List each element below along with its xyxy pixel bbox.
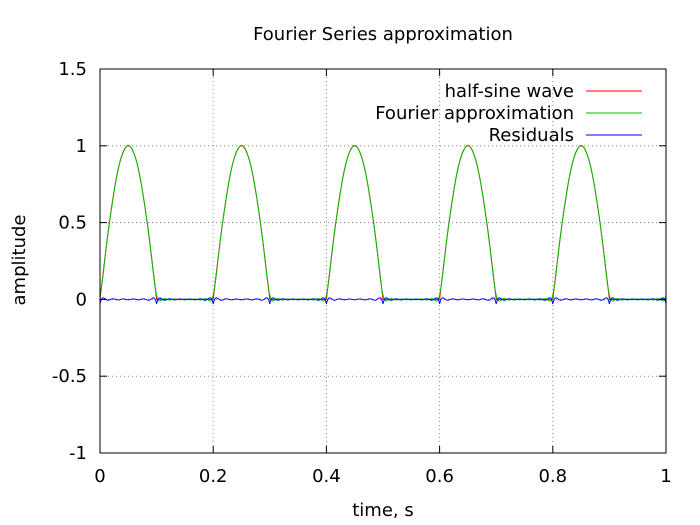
y-tick-label: 1.5 (58, 59, 87, 80)
series-line-fourier (99, 144, 667, 302)
y-tick-label: 0 (76, 289, 87, 310)
x-tick-label: 0.6 (425, 466, 454, 487)
y-tick-label: 0.5 (58, 213, 87, 234)
x-tick-label: 0.8 (538, 466, 567, 487)
tick-layer: 0 0.2 0.4 0.6 0.8 1 -1 -0.5 0 0.5 1 1.5 (52, 59, 672, 487)
x-tick-label: 0 (94, 466, 105, 487)
legend-label: half-sine wave (445, 81, 574, 102)
y-axis-label: amplitude (9, 215, 30, 306)
x-tick-label: 0.4 (312, 466, 341, 487)
chart-title: Fourier Series approximation (253, 24, 513, 45)
grid-layer (100, 69, 666, 453)
legend-label: Fourier approximation (375, 103, 574, 124)
legend-label: Residuals (489, 125, 574, 146)
plot-frame (99, 68, 667, 454)
series-line-residual (99, 297, 667, 304)
y-tick-label: -0.5 (52, 366, 87, 387)
series-layer (99, 144, 667, 304)
x-tick-label: 1 (660, 466, 671, 487)
y-tick-label: 1 (76, 136, 87, 157)
x-axis-label: time, s (352, 500, 414, 521)
y-tick-label: -1 (69, 443, 87, 464)
x-tick-label: 0.2 (199, 466, 228, 487)
